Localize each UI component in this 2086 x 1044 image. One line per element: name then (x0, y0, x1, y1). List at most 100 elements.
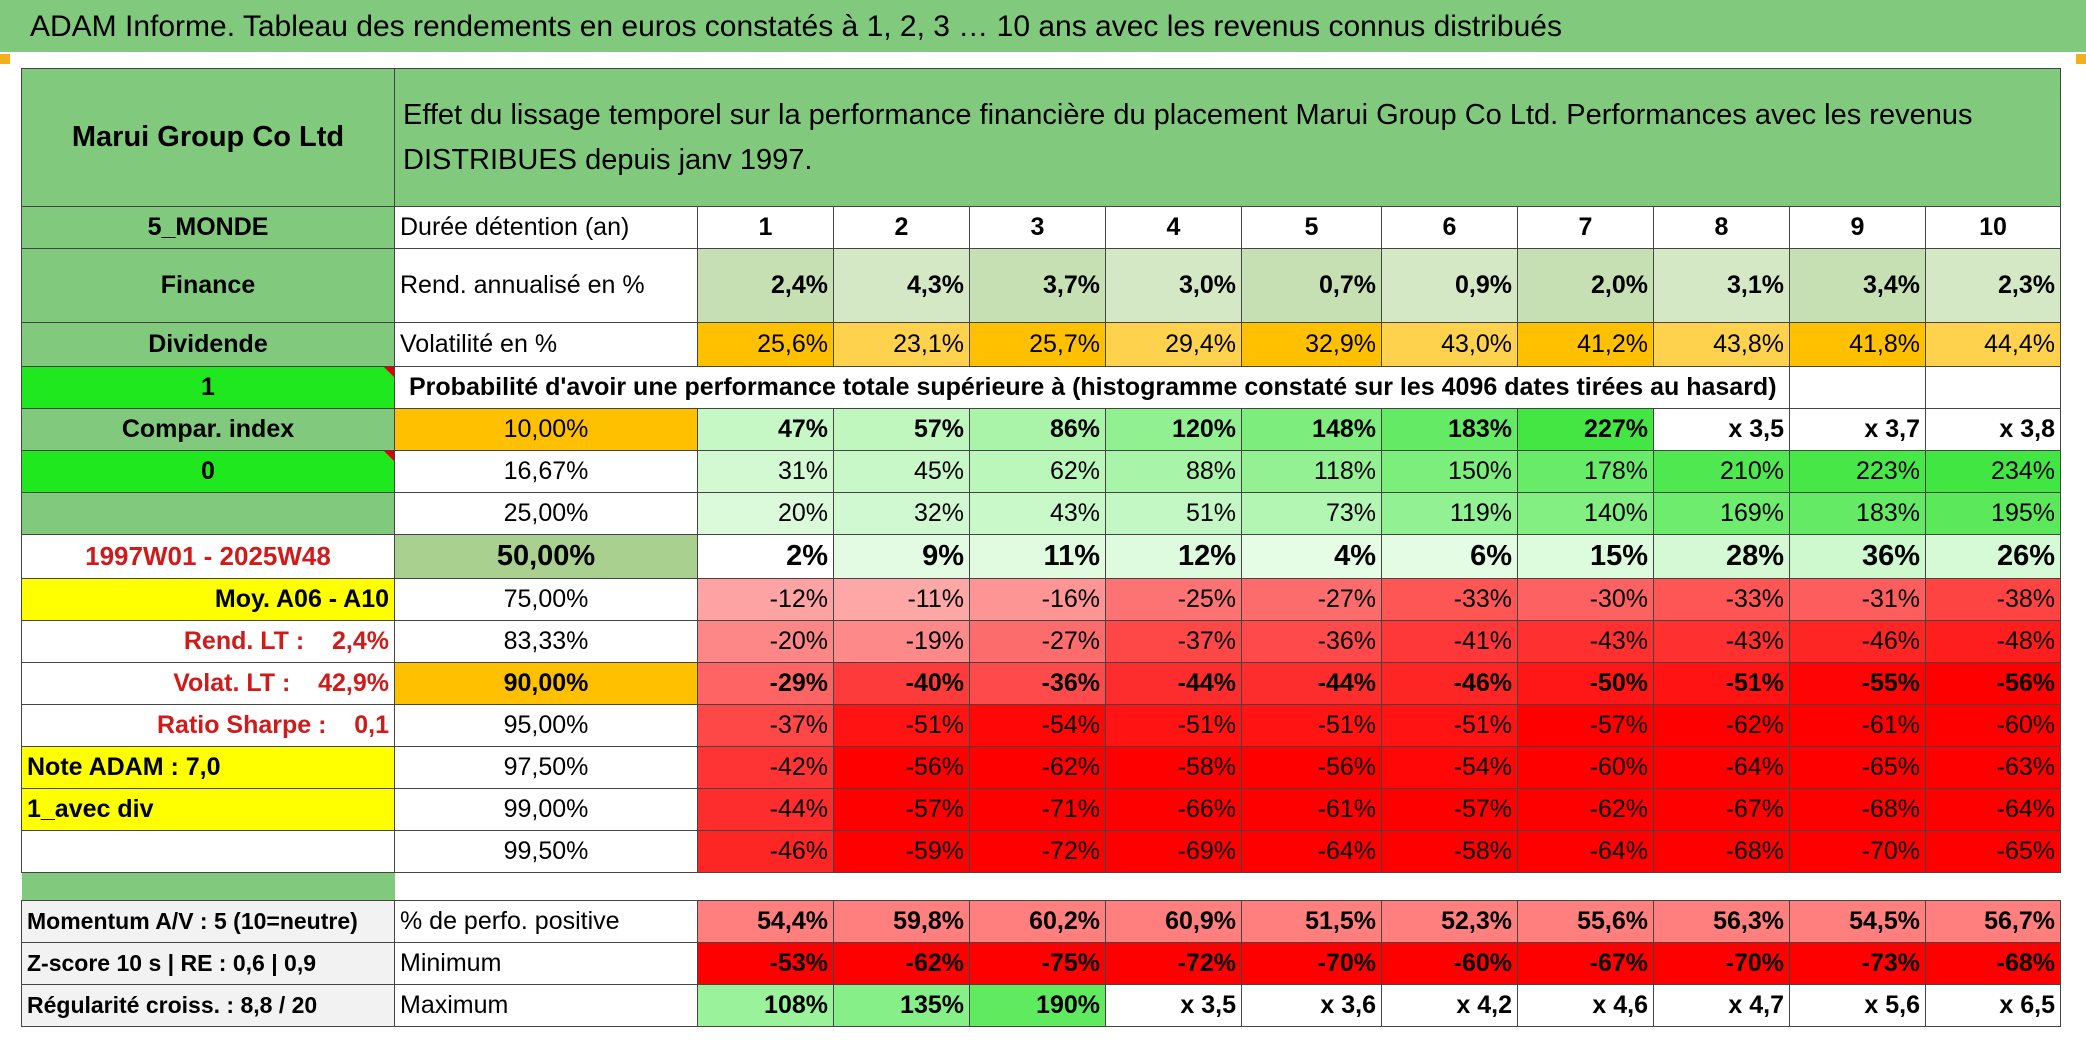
percentile-value: 28% (1653, 534, 1790, 579)
percentile-value: 169% (1653, 492, 1790, 535)
max-label: Maximum (394, 984, 698, 1027)
percentile-value: -54% (969, 704, 1106, 747)
percentile-label: 25,00% (394, 492, 698, 535)
moy-label: Moy. A06 - A10 (21, 578, 395, 621)
percentile-value: 119% (1381, 492, 1518, 535)
percentile-value: 31% (697, 450, 834, 493)
percentile-value: -60% (1517, 746, 1654, 789)
percentile-value: -64% (1925, 788, 2061, 831)
percentile-value: -43% (1517, 620, 1654, 663)
positive-perf-value: 60,2% (969, 900, 1106, 943)
percentile-value: -27% (969, 620, 1106, 663)
minimum-value: -73% (1789, 942, 1926, 985)
percentile-value: -58% (1105, 746, 1242, 789)
percentile-value: -41% (1381, 620, 1518, 663)
performance-table: Marui Group Co Ltd Effet du lissage temp… (21, 68, 2061, 1027)
avec-div-label: 1_avec div (21, 788, 395, 831)
region-label: 5_MONDE (21, 206, 395, 249)
volatility-value: 41,2% (1517, 322, 1654, 367)
duration-label: Durée détention (an) (394, 206, 698, 249)
year-header: 9 (1789, 206, 1926, 249)
percentile-value: 234% (1925, 450, 2061, 493)
flag-one[interactable]: 1 (21, 366, 395, 409)
percentile-value: -44% (1241, 662, 1382, 705)
percentile-value: -31% (1789, 578, 1926, 621)
percentile-value: 150% (1381, 450, 1518, 493)
maximum-value: x 3,5 (1105, 984, 1242, 1027)
minimum-value: -60% (1381, 942, 1518, 985)
percentile-value: -65% (1789, 746, 1926, 789)
percentile-value: -63% (1925, 746, 2061, 789)
rend-value: 3,7% (969, 248, 1106, 323)
percentile-value: 88% (1105, 450, 1242, 493)
percentile-value: -29% (697, 662, 834, 705)
percentile-value: -12% (697, 578, 834, 621)
percentile-value: -48% (1925, 620, 2061, 663)
positive-perf-value: 55,6% (1517, 900, 1654, 943)
minimum-value: -67% (1517, 942, 1654, 985)
percentile-value: 183% (1381, 408, 1518, 451)
positive-perf-value: 54,5% (1789, 900, 1926, 943)
percentile-label: 99,50% (394, 830, 698, 873)
percentile-value: 73% (1241, 492, 1382, 535)
percentile-value: -65% (1925, 830, 2061, 873)
percentile-value: -44% (1105, 662, 1242, 705)
maximum-value: 135% (833, 984, 970, 1027)
percentile-value: 43% (969, 492, 1106, 535)
pos-label: % de perfo. positive (394, 900, 698, 943)
percentile-value: -72% (969, 830, 1106, 873)
percentile-value: 36% (1789, 534, 1926, 579)
percentile-value: -44% (697, 788, 834, 831)
percentile-value: -60% (1925, 704, 2061, 747)
volatility-value: 44,4% (1925, 322, 2061, 367)
percentile-value: 210% (1653, 450, 1790, 493)
positive-perf-value: 52,3% (1381, 900, 1518, 943)
corner-marker (2076, 54, 2086, 64)
percentile-value: 62% (969, 450, 1106, 493)
percentile-value: -64% (1241, 830, 1382, 873)
percentile-value: -57% (1517, 704, 1654, 747)
percentile-value: -27% (1241, 578, 1382, 621)
percentile-value: 20% (697, 492, 834, 535)
percentile-label: 10,00% (394, 408, 698, 451)
percentile-value: 26% (1925, 534, 2061, 579)
percentile-value: -56% (833, 746, 970, 789)
percentile-value: x 3,8 (1925, 408, 2061, 451)
sector-label: Finance (21, 248, 395, 323)
volatility-value: 41,8% (1789, 322, 1926, 367)
maximum-value: x 3,6 (1241, 984, 1382, 1027)
percentile-value: 9% (833, 534, 970, 579)
header-description: Effet du lissage temporel sur la perform… (394, 68, 2061, 207)
probability-label: Probabilité d'avoir une performance tota… (394, 366, 1790, 409)
maximum-value: x 4,2 (1381, 984, 1518, 1027)
min-label: Minimum (394, 942, 698, 985)
percentile-value: -68% (1789, 788, 1926, 831)
year-header: 4 (1105, 206, 1242, 249)
compar-index-label: Compar. index (21, 408, 395, 451)
percentile-value: -25% (1105, 578, 1242, 621)
percentile-value: 195% (1925, 492, 2061, 535)
rend-value: 3,0% (1105, 248, 1242, 323)
percentile-value: -51% (1381, 704, 1518, 747)
percentile-value: -36% (1241, 620, 1382, 663)
percentile-value: -51% (833, 704, 970, 747)
period-label: 1997W01 - 2025W48 (21, 534, 395, 579)
maximum-value: 108% (697, 984, 834, 1027)
year-header: 5 (1241, 206, 1382, 249)
percentile-label: 97,50% (394, 746, 698, 789)
report-title: ADAM Informe. Tableau des rendements en … (0, 0, 2086, 54)
rend-value: 2,0% (1517, 248, 1654, 323)
percentile-value: -62% (969, 746, 1106, 789)
percentile-label: 75,00% (394, 578, 698, 621)
percentile-value: -57% (833, 788, 970, 831)
positive-perf-value: 56,7% (1925, 900, 2061, 943)
percentile-value: -71% (969, 788, 1106, 831)
flag-zero[interactable]: 0 (21, 450, 395, 493)
percentile-value: x 3,5 (1653, 408, 1790, 451)
percentile-value: -56% (1925, 662, 2061, 705)
percentile-value: -51% (1105, 704, 1242, 747)
percentile-value: -51% (1241, 704, 1382, 747)
year-header: 3 (969, 206, 1106, 249)
rend-value: 3,4% (1789, 248, 1926, 323)
percentile-value: -33% (1381, 578, 1518, 621)
